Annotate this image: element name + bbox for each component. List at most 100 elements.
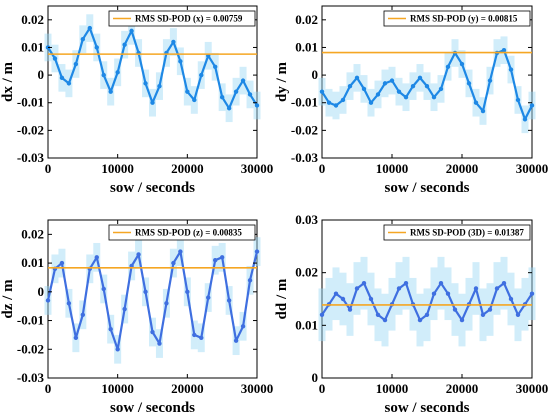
data-point [480, 312, 486, 317]
data-point [361, 281, 367, 286]
y-tick-label: 0 [38, 284, 45, 299]
data-point [417, 317, 423, 323]
data-point [354, 75, 360, 81]
data-point [424, 83, 430, 89]
data-point [122, 306, 127, 312]
legend-box [108, 224, 256, 241]
data-point [340, 296, 346, 302]
x-tick-label: 10000 [101, 381, 134, 396]
data-point [382, 81, 388, 86]
y-tick-label: -0.02 [17, 122, 44, 137]
data-point [445, 64, 451, 70]
x-tick-label: 0 [45, 161, 52, 176]
y-axis-label: dy / m [274, 61, 290, 102]
data-point [52, 56, 58, 61]
y-axis-label: dd / m [274, 278, 290, 319]
y-tick-label: -0.01 [291, 95, 318, 110]
x-tick-label: 20000 [446, 381, 479, 396]
data-point [438, 281, 444, 286]
data-point [508, 296, 514, 302]
data-point [466, 81, 472, 86]
data-point [143, 81, 148, 86]
data-point [59, 260, 65, 266]
x-tick-label: 20000 [171, 381, 204, 396]
data-point [382, 317, 388, 323]
data-point [178, 249, 183, 254]
plot-area [321, 5, 533, 159]
x-tick-label: 10000 [101, 161, 134, 176]
data-point [459, 317, 465, 323]
chart-panel-dy: -0.03 -0.02 -0.01 0 0.01 0.02 0 10000 20000 30000… [274, 5, 549, 196]
data-point [247, 92, 253, 97]
data-point [480, 108, 486, 114]
data-point [319, 312, 325, 317]
x-tick-label: 0 [319, 161, 326, 176]
data-point [122, 42, 127, 47]
data-point [185, 289, 190, 295]
data-point [164, 301, 169, 306]
data-point [226, 298, 232, 303]
data-point [101, 72, 106, 78]
data-point [347, 307, 353, 312]
data-point [529, 291, 535, 296]
data-point [410, 83, 416, 89]
data-point [501, 48, 507, 53]
data-point [129, 28, 134, 34]
data-point [136, 252, 141, 257]
data-point [233, 338, 239, 343]
data-point [185, 89, 190, 94]
y-tick-label: -0.02 [291, 122, 318, 137]
y-tick-label: 0.02 [21, 226, 44, 241]
data-point [73, 61, 79, 67]
data-point [529, 103, 535, 108]
data-point [240, 78, 246, 83]
legend: RMS SD-POD (x) = 0.00759 [108, 10, 256, 27]
data-point [254, 103, 260, 108]
data-point [94, 45, 99, 50]
data-point [431, 95, 437, 100]
data-point [150, 100, 155, 105]
data-point [452, 307, 458, 312]
data-point [368, 100, 374, 105]
data-point [240, 324, 246, 329]
x-tick-label: 10000 [376, 381, 409, 396]
data-point [108, 89, 113, 94]
data-point [515, 312, 521, 317]
data-point [219, 95, 225, 100]
data-point [445, 291, 451, 296]
data-point [319, 89, 325, 94]
data-point [226, 106, 232, 111]
data-point [487, 307, 493, 312]
legend-box [108, 10, 256, 27]
data-point [101, 286, 106, 292]
data-point [417, 75, 423, 81]
data-point [424, 312, 430, 317]
data-point [233, 89, 239, 94]
data-point [438, 86, 444, 92]
data-point [375, 312, 381, 317]
legend: RMS SD-POD (z) = 0.00835 [108, 224, 256, 241]
x-tick-label: 30000 [516, 161, 549, 176]
data-point [340, 97, 346, 103]
data-point [361, 86, 367, 92]
data-point [347, 83, 353, 89]
x-tick-label: 0 [319, 381, 326, 396]
data-point [501, 281, 507, 286]
chart-panel-dx: -0.03 -0.02 -0.01 0 0.01 0.02 0 10000 20000 30000… [0, 5, 273, 196]
y-tick-label: 0.02 [295, 265, 318, 280]
x-tick-label: 30000 [241, 381, 274, 396]
data-point [213, 64, 218, 70]
x-axis-label: sow / seconds [384, 180, 469, 196]
data-point [213, 258, 218, 263]
data-point [494, 286, 500, 291]
data-point [326, 100, 332, 105]
x-tick-label: 10000 [376, 161, 409, 176]
data-point [178, 59, 183, 64]
data-point [403, 95, 409, 100]
chart-panel-dz: -0.03 -0.02 -0.01 0 0.01 0.02 0 10000 20000 30000… [0, 219, 274, 416]
plot-area [47, 5, 258, 159]
data-point [473, 100, 479, 105]
data-point [431, 291, 437, 296]
data-point [171, 39, 176, 45]
data-point [115, 347, 120, 352]
